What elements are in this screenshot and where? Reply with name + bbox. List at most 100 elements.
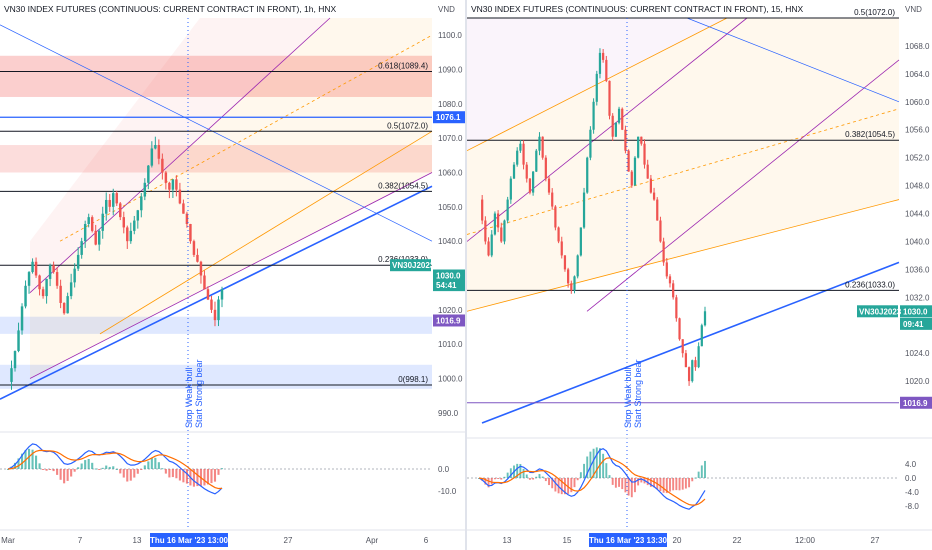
macd-histogram-bar: [101, 467, 104, 469]
time-cursor-text: Thu 16 Mar '23 13:00: [150, 536, 228, 545]
chart-title: VN30 INDEX FUTURES (CONTINUOUS: CURRENT …: [4, 4, 336, 14]
macd-histogram-bar: [570, 478, 573, 493]
macd-histogram-bar: [548, 478, 550, 486]
y-tick-label: 1068.0: [905, 42, 930, 51]
candle-body: [570, 283, 573, 291]
candle-body: [38, 275, 41, 290]
macd-histogram-bar: [175, 469, 178, 479]
candle-body: [182, 203, 185, 214]
macd-histogram-bar: [516, 463, 519, 478]
price-badge: [900, 305, 932, 318]
candle-body: [87, 217, 90, 224]
macd-histogram-bar: [560, 478, 563, 495]
candle-body: [643, 143, 646, 165]
macd-histogram-bar: [136, 469, 139, 474]
y-tick-label: 1070.0: [438, 134, 463, 143]
y-tick-label: 990.0: [438, 409, 459, 418]
candle-body: [203, 275, 206, 290]
macd-histogram-bar: [108, 466, 111, 469]
fib-level-label: 0.618(1089.4): [378, 62, 428, 71]
y-tick-label: 1100.0: [438, 31, 462, 40]
macd-histogram-bar: [91, 462, 94, 469]
price-badge-text: 1016.9: [903, 399, 928, 408]
macd-histogram-bar: [541, 476, 544, 478]
macd-histogram-bar: [649, 478, 652, 487]
trend-line: [481, 261, 900, 424]
macd-histogram-bar: [140, 469, 143, 470]
macd-histogram-bar: [662, 478, 665, 493]
candle-body: [687, 367, 691, 382]
candle-body: [48, 265, 52, 279]
macd-histogram-bar: [154, 457, 157, 469]
y-tick-label: 1044.0: [905, 210, 930, 219]
macd-histogram-bar: [599, 448, 601, 478]
chart-panel-1h[interactable]: VN30 INDEX FUTURES (CONTINUOUS: CURRENT …: [0, 0, 465, 550]
candle-body: [196, 254, 199, 262]
fib-level-label: 0.236(1033.0): [845, 280, 895, 289]
macd-line: [478, 448, 706, 510]
y-tick-label: 1024.0: [905, 349, 930, 358]
macd-histogram-bar: [122, 469, 125, 478]
macd-histogram-bar: [63, 469, 66, 484]
y-tick-label: 1040.0: [438, 237, 463, 246]
candle-body: [31, 261, 34, 273]
candle-body: [41, 289, 45, 297]
macd-histogram-bar: [206, 469, 210, 485]
macd-histogram-bar: [52, 469, 55, 472]
candle-body: [171, 179, 175, 190]
candle-body: [509, 178, 512, 200]
macd-tick-label: 0.0: [905, 474, 917, 483]
price-badge: [433, 314, 465, 327]
candle-body: [646, 164, 649, 179]
candle-body: [503, 220, 506, 242]
candle-body: [17, 330, 20, 352]
candle-body: [528, 178, 532, 193]
candle-body: [76, 254, 80, 269]
macd-histogram-bar: [17, 458, 20, 469]
chart-panel-15m[interactable]: VN30 INDEX FUTURES (CONTINUOUS: CURRENT …: [467, 0, 932, 550]
macd-histogram-bar: [487, 478, 490, 488]
candle-body: [694, 360, 697, 368]
macd-histogram-bar: [637, 478, 640, 486]
macd-histogram-bar: [592, 448, 595, 478]
y-tick-label: 1000.0: [438, 375, 463, 384]
panel-divider[interactable]: [465, 0, 467, 550]
macd-histogram-bar: [694, 477, 697, 479]
macd-histogram-bar: [143, 465, 146, 469]
candle-body: [573, 276, 576, 291]
trend-line: [99, 130, 433, 335]
trend-line: [467, 17, 748, 242]
macd-histogram-bar: [484, 478, 487, 485]
price-badge-text: 1030.0: [903, 307, 928, 316]
x-tick-label: 22: [733, 536, 742, 545]
candle-body: [582, 192, 586, 228]
y-tick-label: 1080.0: [438, 100, 463, 109]
y-tick-label: 1056.0: [905, 126, 930, 135]
price-badge: [900, 317, 932, 330]
macd-histogram-bar: [672, 478, 675, 491]
candle-body: [481, 199, 484, 221]
price-badge-text: 09:41: [903, 320, 924, 329]
macd-histogram-bar: [213, 469, 217, 482]
candle-body: [531, 171, 535, 193]
macd-histogram-bar: [171, 469, 174, 478]
macd-histogram-bar: [554, 478, 557, 492]
candle-body: [538, 136, 541, 151]
trend-line: [686, 17, 900, 103]
candle-body: [592, 101, 595, 130]
candle-body: [652, 192, 656, 200]
candle-body: [66, 296, 69, 314]
candle-body: [210, 299, 213, 310]
chart-1h-canvas[interactable]: VN30 INDEX FUTURES (CONTINUOUS: CURRENT …: [0, 0, 465, 550]
chart-15m-canvas[interactable]: VN30 INDEX FUTURES (CONTINUOUS: CURRENT …: [467, 0, 932, 550]
x-tick-label: 15: [563, 536, 572, 545]
zone-band: [0, 316, 432, 334]
time-cursor-badge: [589, 533, 667, 547]
macd-histogram-bar: [45, 469, 48, 471]
candle-body: [697, 346, 700, 368]
candle-body: [147, 165, 150, 183]
fib-level-label: 0(998.1): [398, 375, 428, 384]
macd-histogram-bar: [621, 478, 624, 490]
candle-body: [512, 164, 516, 179]
candle-body: [52, 265, 55, 273]
